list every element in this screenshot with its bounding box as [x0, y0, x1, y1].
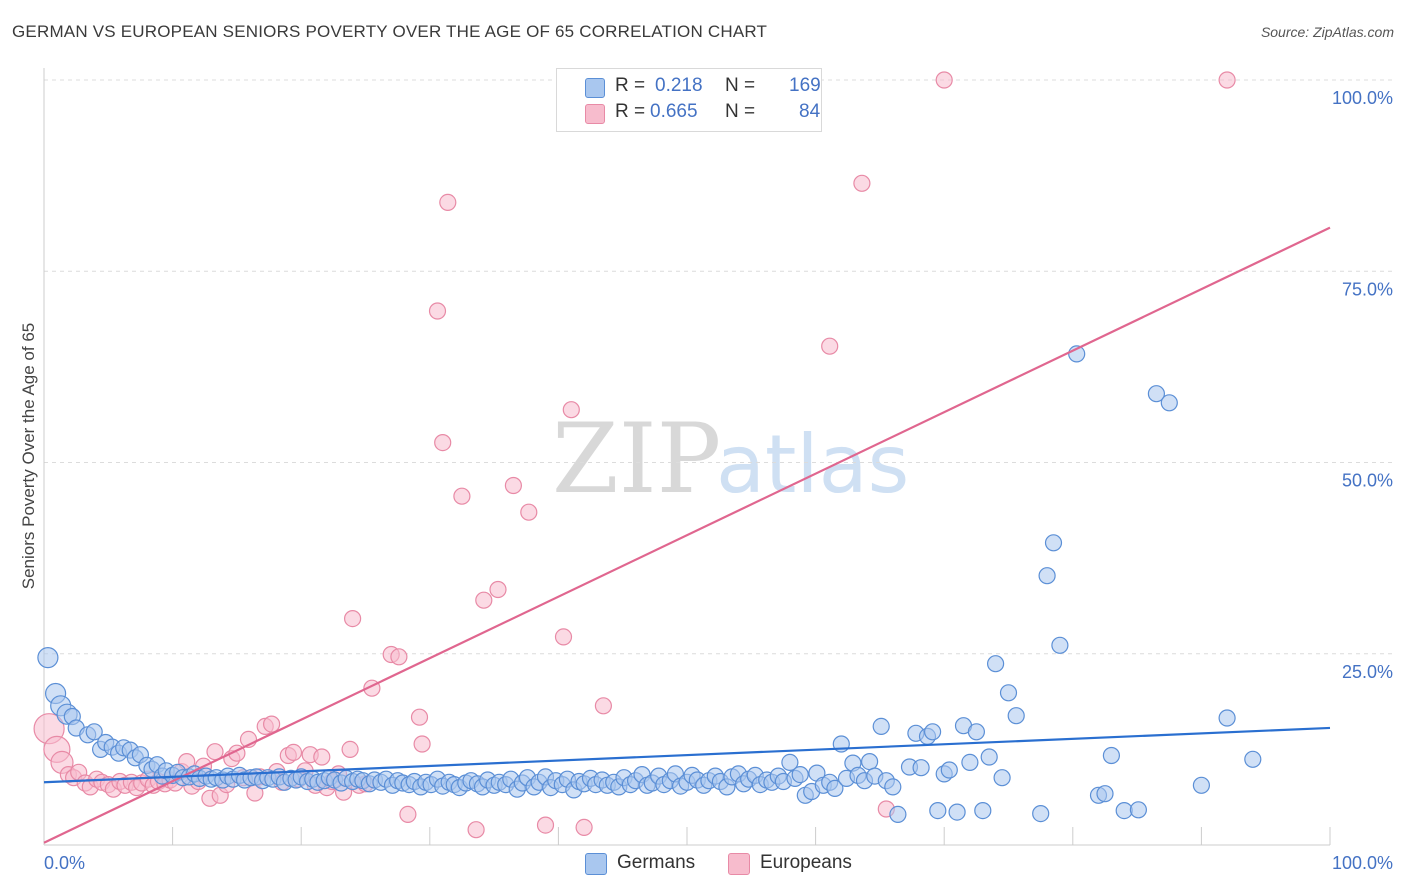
germans-legend-swatch — [585, 853, 607, 875]
germans-point — [889, 805, 907, 824]
legend-r-value-germans: 0.218 — [655, 75, 703, 96]
legend-n-value-europeans: 84 — [799, 101, 821, 122]
germans-point — [826, 779, 844, 798]
europeans-point — [554, 628, 573, 646]
germans-point — [1160, 394, 1178, 412]
europeans-point — [439, 193, 457, 211]
germans-point — [1129, 801, 1148, 819]
europeans-point — [575, 818, 593, 837]
germans-point — [1147, 385, 1166, 403]
watermark-zip: ZIP — [552, 403, 721, 515]
legend-box: R = 0.218 N = 169 R = 0.665 N = 84 — [556, 68, 822, 132]
germans-point — [781, 753, 799, 772]
germans-point — [85, 723, 103, 741]
europeans-legend-label: Europeans — [760, 852, 852, 873]
germans-point — [1051, 636, 1069, 654]
europeans-point — [594, 697, 613, 715]
germans-point — [1044, 534, 1063, 552]
germans-point — [929, 801, 947, 820]
europeans-point — [536, 816, 555, 834]
europeans-point — [206, 743, 224, 761]
europeans-point — [313, 748, 331, 766]
legend-r-value-europeans: 0.665 — [650, 101, 698, 122]
germans-point — [1115, 801, 1133, 820]
europeans-point — [410, 708, 429, 726]
europeans-point — [1218, 71, 1236, 89]
watermark: ZIP atlas — [552, 403, 909, 515]
legend-r-label: R = — [615, 101, 646, 122]
germans-point — [923, 723, 942, 741]
germans-point — [999, 684, 1018, 702]
europeans-legend-swatch — [728, 853, 750, 875]
germans-point — [961, 753, 979, 772]
europeans-point — [413, 735, 431, 753]
germans-point — [912, 759, 930, 777]
europeans-point — [344, 609, 362, 628]
europeans-point — [428, 302, 447, 320]
europeans-trend-line — [43, 226, 1331, 844]
legend-n-label: N = — [725, 101, 756, 122]
europeans-swatch — [585, 104, 605, 124]
germans-point — [872, 717, 890, 736]
x-tick-label-0: 0.0% — [44, 853, 85, 873]
germans-point — [967, 723, 986, 741]
source-credit: Source: ZipAtlas.com — [1260, 24, 1394, 40]
germans-point — [1096, 785, 1114, 803]
germans-point — [993, 769, 1011, 787]
germans-point — [1218, 709, 1236, 727]
europeans-point — [341, 740, 359, 759]
germans-point — [1192, 776, 1211, 794]
germans-point — [1244, 750, 1262, 768]
germans-point — [884, 778, 902, 796]
europeans-point — [453, 487, 471, 505]
europeans-point — [562, 401, 580, 419]
y-tick-label-1: 50.0% — [1342, 471, 1393, 491]
germans-point — [1102, 746, 1121, 765]
europeans-point — [390, 648, 408, 666]
x-tick-label-1: 100.0% — [1332, 853, 1393, 873]
europeans-point — [263, 715, 281, 733]
germans-point — [1038, 567, 1056, 585]
europeans-point — [853, 174, 871, 192]
grid-lines — [44, 79, 1395, 655]
y-tick-label-2: 75.0% — [1342, 279, 1393, 299]
germans-point — [37, 646, 59, 669]
y-tick-label-3: 100.0% — [1332, 88, 1393, 108]
germans-points — [37, 345, 1262, 824]
europeans-point — [284, 743, 303, 762]
germans-swatch — [585, 78, 605, 98]
europeans-point — [504, 476, 523, 495]
legend-n-label: N = — [725, 75, 756, 96]
chart-title: GERMAN VS EUROPEAN SENIORS POVERTY OVER … — [12, 22, 768, 41]
germans-point — [986, 655, 1005, 673]
y-tick-label-0: 25.0% — [1342, 662, 1393, 682]
germans-trend-line — [43, 726, 1331, 784]
germans-point — [974, 801, 992, 820]
tick-labels: 25.0% 50.0% 75.0% 100.0% 0.0% 100.0% — [44, 88, 1393, 873]
germans-legend-label: Germans — [617, 852, 696, 873]
europeans-point — [489, 580, 507, 599]
watermark-atlas: atlas — [716, 418, 909, 511]
europeans-point — [434, 434, 452, 452]
europeans-point — [520, 503, 538, 521]
germans-point — [1032, 804, 1050, 823]
trend-lines — [43, 226, 1331, 844]
europeans-point — [475, 591, 493, 609]
europeans-point — [935, 71, 953, 89]
europeans-point — [821, 337, 839, 355]
germans-point — [948, 803, 966, 821]
germans-point — [791, 765, 809, 784]
y-axis-label: Seniors Poverty Over the Age of 65 — [19, 323, 38, 589]
germans-point — [1007, 707, 1025, 725]
germans-point — [860, 752, 879, 771]
europeans-point — [467, 821, 485, 839]
europeans-point — [399, 805, 417, 824]
legend-r-label: R = — [615, 75, 646, 96]
legend-n-value-germans: 169 — [789, 75, 821, 96]
germans-point — [940, 761, 958, 779]
germans-point — [980, 748, 998, 766]
